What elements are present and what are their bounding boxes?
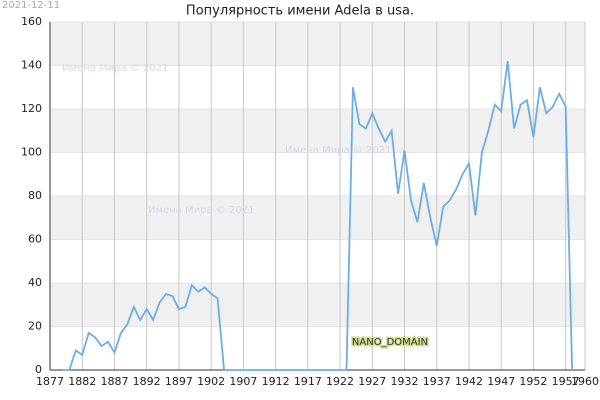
x-tick-label: 1957 [552, 375, 580, 388]
watermark: Имена Мира © 2021 [148, 205, 254, 216]
data-line [62, 61, 574, 371]
x-tick-label: 1927 [358, 375, 386, 388]
y-tick-label: 40 [28, 276, 42, 289]
x-tick-label: 1960 [571, 375, 599, 388]
y-tick-label: 60 [28, 233, 42, 246]
grid-band [50, 109, 585, 153]
x-tick-label: 1907 [229, 375, 257, 388]
x-tick-label: 1877 [36, 375, 64, 388]
x-tick-label: 1917 [294, 375, 322, 388]
date-label: 2021-12-11 [2, 0, 60, 11]
y-tick-label: 120 [21, 102, 42, 115]
x-tick-label: 1887 [100, 375, 128, 388]
x-tick-label: 1882 [68, 375, 96, 388]
grid-band [50, 283, 585, 327]
y-tick-label: 100 [21, 146, 42, 159]
x-tick-label: 1912 [262, 375, 290, 388]
chart-title: Популярность имени Adela в usa. [186, 4, 414, 19]
watermark: Имена Мира © 2021 [62, 63, 168, 74]
x-tick-label: 1932 [391, 375, 419, 388]
grid-band [50, 196, 585, 240]
x-tick-label: 1937 [423, 375, 451, 388]
y-tick-label: 160 [21, 15, 42, 28]
y-tick-label: 140 [21, 59, 42, 72]
x-tick-label: 1922 [326, 375, 354, 388]
y-tick-label: 80 [28, 189, 42, 202]
x-tick-label: 1897 [165, 375, 193, 388]
x-tick-label: 1942 [455, 375, 483, 388]
x-tick-label: 1952 [519, 375, 547, 388]
domain-label: NANO_DOMAIN [352, 337, 428, 348]
y-tick-label: 0 [35, 363, 42, 376]
grid-band [50, 22, 585, 66]
x-tick-label: 1902 [197, 375, 225, 388]
x-tick-label: 1947 [487, 375, 515, 388]
x-tick-label: 1892 [133, 375, 161, 388]
watermark: Имена Мира © 2021 [285, 145, 391, 156]
y-tick-label: 20 [28, 320, 42, 333]
